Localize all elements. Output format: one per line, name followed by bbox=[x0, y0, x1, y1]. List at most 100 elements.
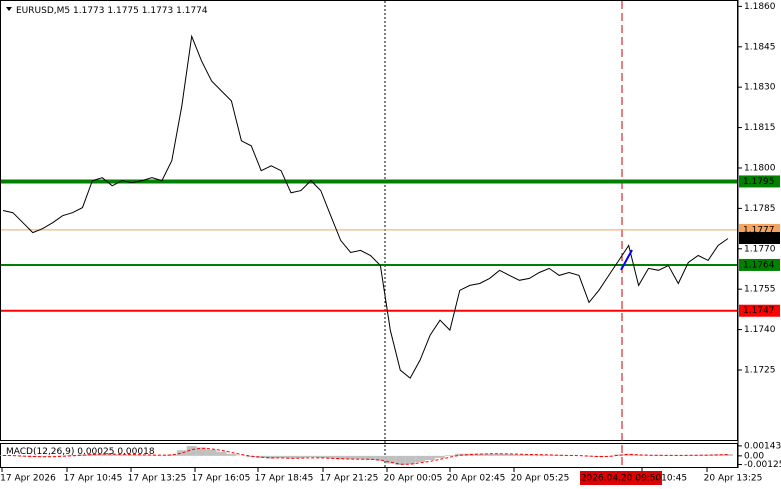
trade-arrow bbox=[620, 249, 633, 271]
macd-bar bbox=[703, 454, 714, 456]
x-tick-label: 20 Apr 05:25 bbox=[511, 474, 570, 484]
macd-bar bbox=[325, 455, 336, 459]
x-tick-label: 20 Apr 00:05 bbox=[384, 474, 443, 484]
macd-signal bbox=[2, 447, 729, 465]
macd-bar bbox=[494, 453, 505, 456]
macd-bar bbox=[345, 455, 356, 460]
macd-bar bbox=[295, 455, 306, 458]
x-tick-label: 17 Apr 2026 bbox=[0, 474, 56, 484]
ohlc-value: 1.1773 bbox=[142, 6, 174, 16]
macd-bar bbox=[97, 453, 108, 456]
macd-bar bbox=[226, 453, 237, 456]
macd-bar bbox=[355, 455, 366, 460]
macd-bar bbox=[256, 455, 267, 458]
macd-bar bbox=[166, 454, 177, 456]
macd-bar bbox=[534, 454, 545, 456]
macd-bar bbox=[693, 455, 704, 456]
price-line bbox=[2, 34, 729, 379]
macd-bar bbox=[375, 455, 386, 461]
macd-bar bbox=[127, 454, 138, 456]
ohlc-value: 1.1774 bbox=[176, 6, 208, 16]
level-label-box bbox=[739, 258, 780, 271]
macd-bar bbox=[315, 455, 326, 458]
level-label-box bbox=[739, 175, 780, 188]
macd-bar bbox=[524, 454, 535, 456]
cursor-time: 2026.04.20 09:50 bbox=[581, 474, 662, 484]
y-tick-label: 1.1830 bbox=[744, 83, 776, 93]
macd-bar bbox=[107, 454, 118, 456]
y-tick-label: 1.1725 bbox=[744, 365, 776, 375]
macd-bar bbox=[147, 455, 157, 456]
y-tick-label: 1.1740 bbox=[744, 325, 776, 335]
macd-bar bbox=[593, 455, 604, 458]
x-tick-label: 17 Apr 18:45 bbox=[255, 474, 314, 484]
macd-bar bbox=[67, 455, 78, 456]
macd-bar bbox=[395, 455, 406, 465]
macd-bar bbox=[435, 455, 445, 458]
macd-bar bbox=[286, 455, 296, 459]
macd-tick-label: 0.00143 bbox=[744, 441, 781, 451]
symbol-header: EURUSD,M5 1.1773 1.1775 1.1773 1.1774 bbox=[16, 6, 208, 16]
y-tick-label: 1.1845 bbox=[744, 42, 776, 52]
last-price-box bbox=[739, 232, 780, 245]
macd-bar bbox=[47, 455, 58, 457]
macd-bar bbox=[623, 453, 634, 456]
macd-bar bbox=[385, 455, 396, 464]
x-tick-label: pr 10:45 bbox=[649, 474, 687, 484]
macd-tick-label: -0.00125 bbox=[744, 460, 781, 470]
macd-bar bbox=[653, 455, 664, 456]
macd-bar bbox=[723, 454, 733, 456]
last-price-label: 1.1774 bbox=[743, 234, 775, 244]
y-tick-label: 1.1860 bbox=[744, 2, 776, 12]
macd-bar bbox=[117, 454, 128, 456]
macd-bar bbox=[613, 454, 624, 456]
macd-bar bbox=[266, 455, 277, 459]
level-label-box bbox=[739, 304, 780, 317]
y-tick-label: 1.1770 bbox=[744, 244, 776, 254]
x-tick-label: 20 Apr 02:45 bbox=[447, 474, 506, 484]
macd-bar bbox=[206, 449, 217, 456]
macd-bar bbox=[17, 455, 28, 457]
y-tick-label: 1.1755 bbox=[744, 285, 776, 295]
macd-bar bbox=[484, 453, 495, 456]
level-label: 1.1764 bbox=[743, 260, 775, 270]
x-tick-label: 17 Apr 16:05 bbox=[192, 474, 251, 484]
macd-bar bbox=[415, 455, 426, 463]
cursor-time-box bbox=[580, 471, 662, 485]
symbol: EURUSD,M5 bbox=[16, 6, 70, 16]
macd-bar bbox=[365, 455, 376, 461]
macd-title: MACD(12,26,9) bbox=[6, 447, 74, 457]
macd-bar bbox=[583, 455, 594, 457]
macd-bar bbox=[87, 453, 98, 456]
macd-bar bbox=[474, 453, 485, 456]
x-tick-label: 17 Apr 13:25 bbox=[128, 474, 187, 484]
level-label: 1.1747 bbox=[743, 306, 775, 316]
macd-signal-value: 0.00018 bbox=[117, 447, 154, 457]
macd-bar bbox=[425, 455, 436, 461]
macd-bar bbox=[37, 455, 48, 457]
macd-main: 0.00025 bbox=[77, 447, 114, 457]
macd-bar bbox=[444, 455, 455, 456]
macd-bar bbox=[196, 447, 207, 456]
main-panel bbox=[0, 0, 738, 441]
macd-bar bbox=[713, 454, 724, 456]
level-label: 1.1795 bbox=[743, 177, 775, 187]
menu-arrow[interactable] bbox=[6, 7, 12, 11]
macd-bar bbox=[454, 453, 465, 456]
macd-bar bbox=[603, 455, 614, 457]
y-tick-label: 1.1800 bbox=[744, 163, 776, 173]
macd-bar bbox=[405, 455, 416, 465]
macd-tick-label: 0.00 bbox=[744, 451, 764, 461]
macd-bar bbox=[186, 446, 197, 456]
macd-bar bbox=[305, 455, 316, 458]
macd-bar bbox=[504, 454, 515, 456]
macd-bar bbox=[335, 455, 346, 460]
y-tick-label: 1.1815 bbox=[744, 123, 776, 133]
macd-bar bbox=[27, 455, 38, 458]
level-label: 1.1777 bbox=[743, 225, 775, 235]
ohlc-value: 1.1775 bbox=[107, 6, 139, 16]
macd-bar bbox=[137, 455, 148, 456]
y-tick-label: 1.1785 bbox=[744, 204, 776, 214]
macd-bar bbox=[216, 451, 227, 456]
